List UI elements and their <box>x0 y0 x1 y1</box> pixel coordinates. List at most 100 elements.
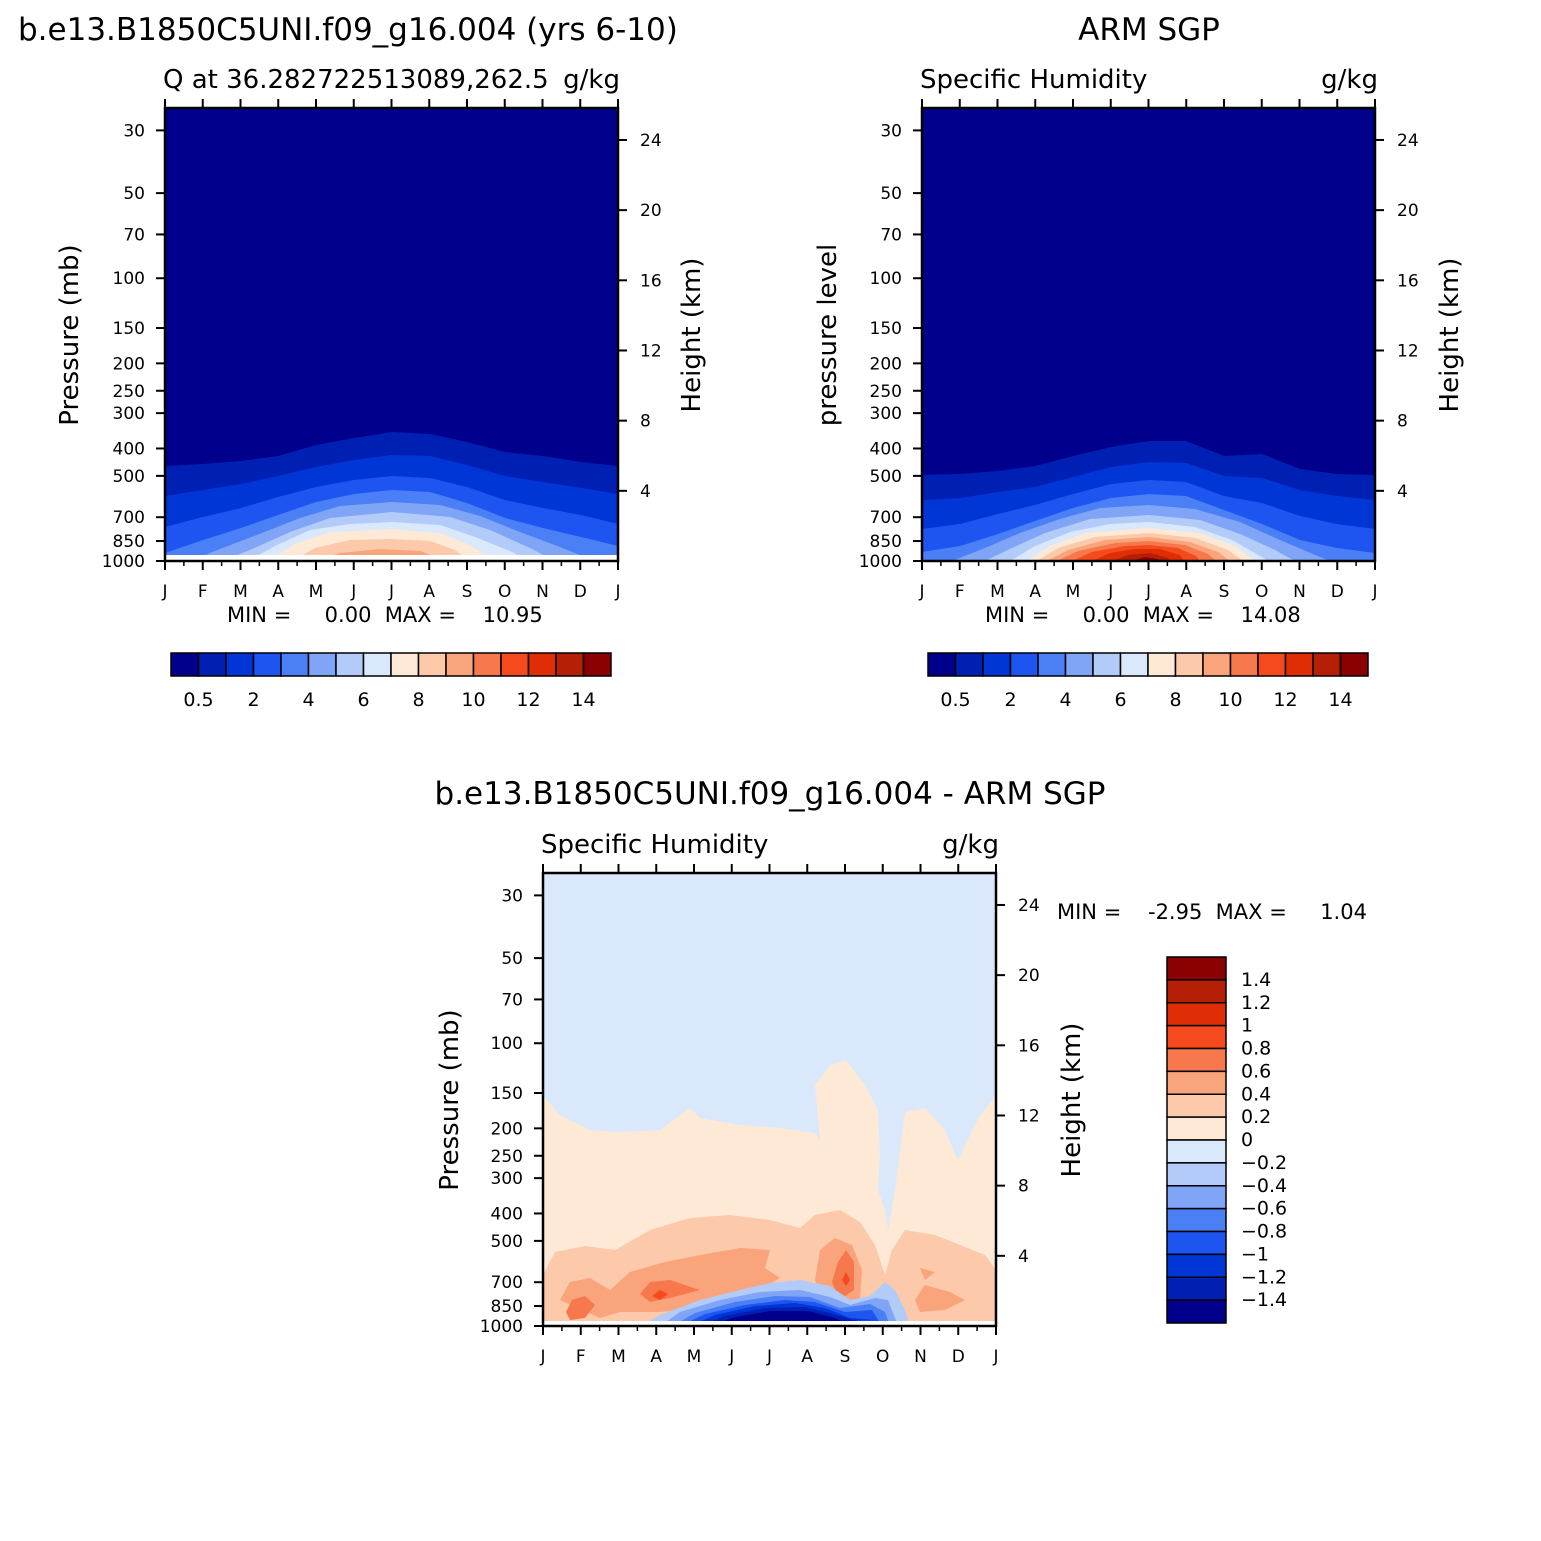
y-tick-label: 400 <box>113 439 145 459</box>
panel-model-minmax: MIN = 0.00 MAX = 10.95 <box>227 603 543 627</box>
y-tick-label: 1000 <box>480 1317 523 1337</box>
x-tick-label: J <box>539 1347 545 1367</box>
y-right-tick-label: 4 <box>640 482 651 502</box>
panel-obs-left-string: Specific Humidity <box>920 65 1147 95</box>
colorbar-box <box>1166 1139 1227 1164</box>
colorbar-box <box>982 652 1012 677</box>
panel-diff-contours <box>543 873 996 1326</box>
panel-obs-ylabel-right: Height (km) <box>1435 258 1465 413</box>
y-tick-label: 150 <box>491 1084 523 1104</box>
x-tick-label: N <box>536 582 549 602</box>
colorbar-box <box>445 652 475 677</box>
colorbar-label: 0.2 <box>1241 1106 1271 1128</box>
colorbar-label: 12 <box>516 689 540 711</box>
y-tick-label: 30 <box>123 121 145 141</box>
colorbar-box <box>582 652 612 677</box>
panel-model-colorbar: 0.5 2 4 6 8 10 12 14 <box>170 652 612 711</box>
colorbar-label: 1 <box>1241 1015 1253 1037</box>
colorbar-box <box>1202 652 1232 677</box>
x-tick-label: A <box>801 1347 813 1367</box>
x-tick-label: N <box>1293 582 1306 602</box>
colorbar-box <box>280 652 310 677</box>
colorbar-box <box>197 652 227 677</box>
panel-model-left-string: Q at 36.282722513089,262.5 <box>163 65 549 95</box>
colorbar-box <box>1312 652 1342 677</box>
colorbar-box <box>307 652 337 677</box>
colorbar-label: −1 <box>1241 1243 1269 1265</box>
y-tick-label: 500 <box>113 467 145 487</box>
y-tick-label: 100 <box>491 1034 523 1054</box>
y-right-tick-label: 20 <box>1397 201 1419 221</box>
colorbar-label: 0.6 <box>1241 1060 1271 1082</box>
y-tick-label: 700 <box>870 508 902 528</box>
colorbar-label: 1.4 <box>1241 969 1271 991</box>
colorbar-box <box>252 652 282 677</box>
panel-obs-minmax: MIN = 0.00 MAX = 14.08 <box>985 603 1301 627</box>
y-tick-label: 400 <box>491 1204 523 1224</box>
y-tick-label: 300 <box>491 1169 523 1189</box>
panel-difference: b.e13.B1850C5UNI.f09_g16.004 - ARM SGP S… <box>435 776 1367 1367</box>
colorbar-box <box>1092 652 1122 677</box>
colorbar-label: −1.4 <box>1241 1289 1287 1311</box>
panel-model-title: b.e13.B1850C5UNI.f09_g16.004 (yrs 6-10) <box>18 12 678 48</box>
colorbar-label: 0 <box>1241 1129 1253 1151</box>
y-right-tick-label: 4 <box>1018 1247 1029 1267</box>
colorbar-box <box>1147 652 1177 677</box>
x-tick-label: D <box>1331 582 1344 602</box>
colorbar-box <box>1166 1207 1227 1233</box>
colorbar-box <box>170 652 200 677</box>
panel-model-ylabel-right: Height (km) <box>677 258 707 413</box>
x-tick-label: J <box>1145 582 1151 602</box>
y-right-tick-label: 20 <box>640 201 662 221</box>
y-tick-label: 200 <box>870 354 902 374</box>
panel-obs-ylabel: pressure level <box>813 244 843 426</box>
x-tick-label: S <box>840 1347 851 1367</box>
colorbar-box <box>927 652 957 677</box>
panel-obs-title: ARM SGP <box>1078 12 1220 48</box>
y-right-tick-label: 24 <box>640 131 662 151</box>
y-tick-label: 850 <box>870 532 902 552</box>
colorbar-box <box>555 652 585 677</box>
colorbar-label: 14 <box>571 689 595 711</box>
y-tick-label: 850 <box>113 532 145 552</box>
panel-diff-ylabel: Pressure (mb) <box>435 1009 465 1190</box>
y-right-tick-label: 12 <box>1018 1106 1040 1126</box>
x-tick-label: O <box>498 582 511 602</box>
x-tick-label: J <box>992 1347 998 1367</box>
x-tick-label: J <box>350 582 356 602</box>
colorbar-box <box>1166 1002 1227 1027</box>
y-tick-label: 200 <box>113 354 145 374</box>
x-tick-label: F <box>198 582 208 602</box>
colorbar-box <box>1339 652 1369 677</box>
y-right-tick-label: 16 <box>1018 1036 1040 1056</box>
y-tick-label: 70 <box>123 225 145 245</box>
colorbar-box <box>1166 1024 1227 1050</box>
x-tick-label: S <box>462 582 473 602</box>
panel-model-ylabel: Pressure (mb) <box>55 244 85 425</box>
panel-diff-left-string: Specific Humidity <box>541 830 768 860</box>
colorbar-label: 0.5 <box>183 689 213 711</box>
colorbar-label: 8 <box>1169 689 1181 711</box>
y-tick-label: 30 <box>880 121 902 141</box>
colorbar-box <box>225 652 255 677</box>
panel-obs-colorbar: 0.5 2 4 6 8 10 12 14 <box>927 652 1369 711</box>
colorbar-label: 2 <box>1004 689 1016 711</box>
y-tick-label: 250 <box>491 1147 523 1167</box>
colorbar-label: 8 <box>412 689 424 711</box>
x-tick-label: D <box>952 1347 965 1367</box>
colorbar-box <box>1166 1093 1227 1118</box>
y-right-tick-label: 8 <box>1397 412 1408 432</box>
colorbar-label: −0.4 <box>1241 1175 1287 1197</box>
panel-obs-contours <box>922 108 1375 561</box>
colorbar-label: 10 <box>461 689 485 711</box>
panel-diff-right-string: g/kg <box>942 830 999 860</box>
colorbar-label: 0.4 <box>1241 1083 1271 1105</box>
colorbar-box <box>954 652 984 677</box>
colorbar-box <box>1174 652 1204 677</box>
x-tick-label: A <box>1180 582 1192 602</box>
colorbar-box <box>1166 1070 1227 1095</box>
y-tick-label: 50 <box>123 184 145 204</box>
panel-diff-ylabel-right: Height (km) <box>1057 1023 1087 1178</box>
x-tick-label: D <box>574 582 587 602</box>
